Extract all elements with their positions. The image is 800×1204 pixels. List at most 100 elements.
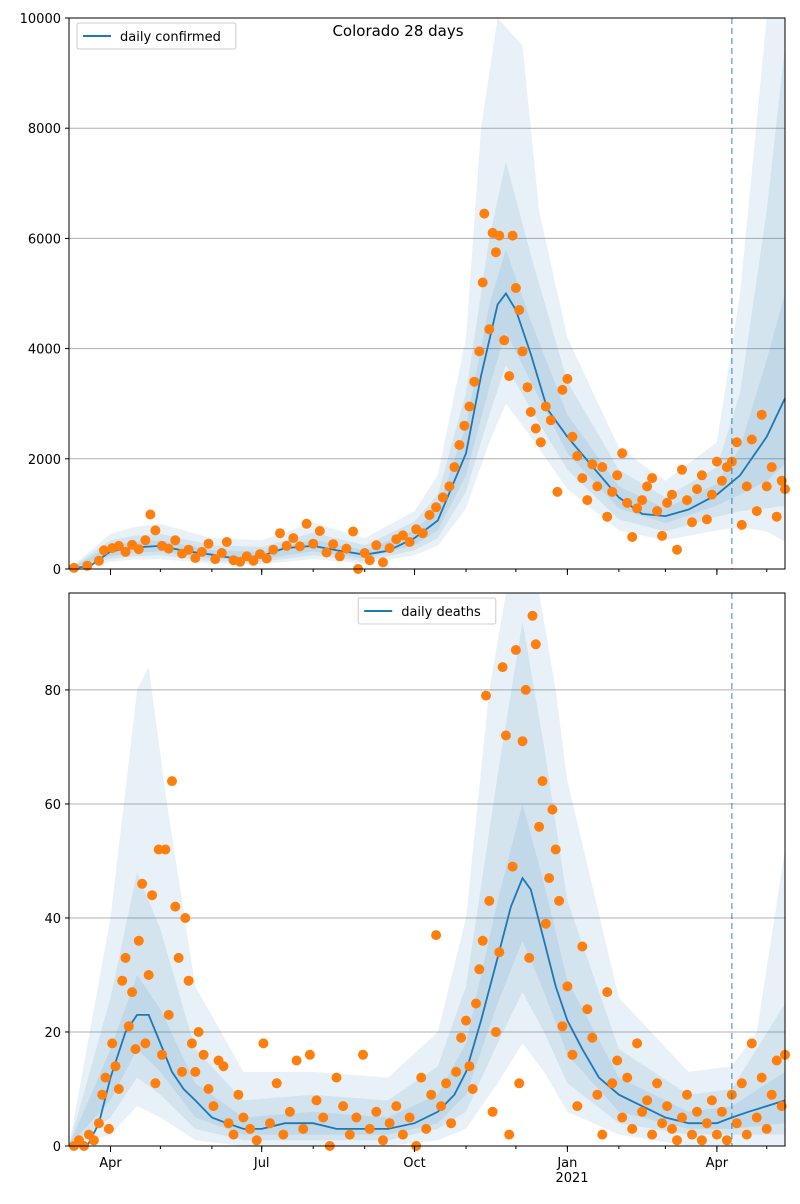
data-point <box>130 1044 141 1055</box>
axes-frame <box>68 592 786 1147</box>
data-point <box>577 473 588 484</box>
data-point <box>746 1038 757 1049</box>
data-point <box>459 420 470 431</box>
data-point <box>384 543 395 554</box>
data-point <box>751 1112 762 1123</box>
data-point <box>404 1112 415 1123</box>
data-point <box>534 821 545 832</box>
data-point <box>123 1021 134 1032</box>
data-point <box>721 1135 732 1146</box>
data-point <box>514 1078 525 1089</box>
data-point <box>364 1123 375 1134</box>
data-point <box>113 540 124 551</box>
data-point <box>426 1089 437 1100</box>
data-point <box>662 1101 673 1112</box>
data-point <box>431 502 442 513</box>
data-point <box>107 1038 118 1049</box>
legend: daily deaths <box>357 597 497 625</box>
data-point <box>233 1089 244 1100</box>
data-point <box>245 1123 256 1134</box>
data-point <box>113 1084 124 1094</box>
data-point <box>190 553 201 563</box>
data-point <box>301 518 312 529</box>
data-point <box>562 981 573 992</box>
data-point <box>652 1078 663 1089</box>
data-point <box>607 1078 618 1089</box>
data-point <box>557 384 568 395</box>
data-point <box>198 1049 209 1060</box>
data-point <box>223 1118 234 1129</box>
data-point <box>682 495 692 506</box>
data-point <box>127 987 138 998</box>
data-point <box>741 481 752 492</box>
data-point <box>487 1106 498 1117</box>
data-point <box>265 1118 275 1129</box>
data-point <box>298 1123 309 1134</box>
data-point <box>97 1089 108 1100</box>
data-point <box>771 1055 782 1066</box>
data-point <box>88 1135 99 1146</box>
data-point <box>751 506 762 517</box>
data-point <box>602 511 613 522</box>
data-point <box>525 407 536 417</box>
data-point <box>499 335 510 346</box>
data-point <box>692 484 702 495</box>
data-point <box>221 537 232 547</box>
data-point <box>147 890 158 901</box>
panel-deaths: 0 20 40 60 80 Apr Jul Oct Jan Apr daily deaths 2… <box>44 592 790 1186</box>
data-point <box>210 554 221 565</box>
y-tick-label: 40 <box>44 912 61 927</box>
data-point <box>190 1066 201 1077</box>
data-point <box>471 998 481 1009</box>
data-point <box>235 556 246 567</box>
data-point <box>622 497 633 508</box>
data-point <box>291 1055 302 1066</box>
data-point <box>692 1106 702 1117</box>
x-axis-ticks: Apr Jul Oct Jan Apr <box>99 1146 768 1171</box>
data-point <box>677 1112 687 1123</box>
data-point <box>344 1129 355 1140</box>
data-point <box>557 1021 568 1032</box>
data-point <box>328 539 339 550</box>
data-point <box>677 464 687 475</box>
data-point <box>577 941 588 952</box>
data-point <box>98 545 109 556</box>
data-point <box>358 1049 368 1060</box>
data-point <box>157 1049 167 1060</box>
data-point <box>193 1027 204 1037</box>
uncertainty-band-2 <box>69 621 785 1146</box>
observation-points <box>69 610 790 1151</box>
data-point <box>484 324 495 335</box>
data-point <box>497 662 508 673</box>
data-point <box>268 544 279 555</box>
data-point <box>271 1078 282 1089</box>
data-point <box>662 497 673 508</box>
panel-confirmed: 0 2000 4000 6000 8000 10000 daily confirmed C… <box>20 12 790 578</box>
data-point <box>696 470 707 481</box>
data-point <box>540 401 551 412</box>
x-tick-label: Jul <box>253 1156 270 1171</box>
data-point <box>647 473 658 484</box>
data-point <box>602 987 613 998</box>
data-point <box>474 964 485 975</box>
data-point <box>304 1049 315 1060</box>
y-tick-label: 0 <box>53 563 61 578</box>
data-point <box>186 1038 197 1049</box>
data-point <box>701 1118 712 1129</box>
uncertainty-bands <box>69 593 785 1146</box>
data-point <box>761 481 772 492</box>
data-point <box>500 730 511 741</box>
data-point <box>642 481 653 492</box>
data-point <box>642 1095 653 1106</box>
data-point <box>469 376 480 387</box>
x-axis-ticks <box>110 569 768 575</box>
data-point <box>537 776 548 787</box>
data-point <box>110 1061 121 1072</box>
data-point <box>308 538 319 549</box>
data-point <box>771 511 782 522</box>
data-point <box>672 1135 682 1146</box>
data-point <box>479 208 490 219</box>
data-point <box>612 1055 623 1066</box>
data-point <box>397 530 408 541</box>
data-point <box>238 1112 249 1123</box>
